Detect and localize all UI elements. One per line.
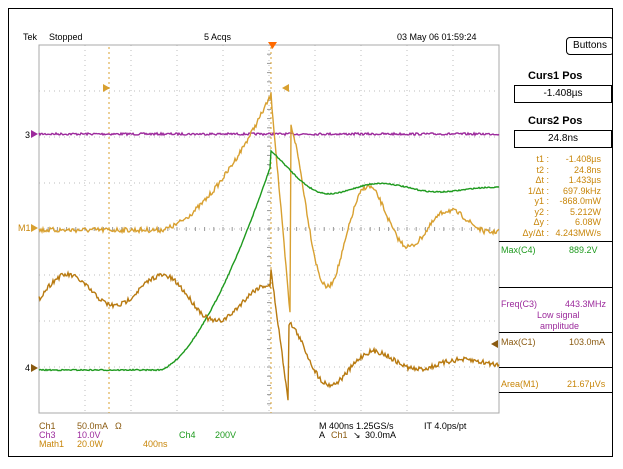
readout-label: 1/Δt :	[527, 185, 549, 196]
scope-screen: Tek Stopped 5 Acqs 03 May 06 01:59:24 Bu…	[8, 8, 613, 457]
math1-trace	[38, 92, 500, 313]
readout-row: t1 : -1.408µs	[505, 154, 601, 165]
trigger-source[interactable]: Ch1	[331, 430, 348, 440]
ch3-marker-label: 3	[25, 130, 31, 140]
ch4-scale[interactable]: 200V	[215, 430, 237, 440]
math1-timescale: 400ns	[143, 439, 168, 449]
readout-row: 1/Δt : 697.9kHz	[505, 186, 601, 197]
cursor-1-handle[interactable]	[103, 84, 110, 92]
math1-scale[interactable]: 20.0W	[77, 439, 104, 449]
readout-value: 6.08W	[574, 217, 601, 227]
date-time: 03 May 06 01:59:24	[397, 32, 477, 42]
max-c1-label: Max(C1)	[501, 337, 536, 347]
measure-divider	[499, 367, 612, 368]
readout-row: Δy : 6.08W	[505, 217, 601, 228]
curs2-position-field[interactable]: 24.8ns	[514, 130, 612, 148]
ch3-ground-marker[interactable]	[31, 130, 38, 138]
freq-c3-note: amplitude	[540, 321, 580, 331]
ch3-trace	[38, 131, 500, 137]
readout-label: Δy/Δt :	[522, 227, 549, 238]
readout-value: 697.9kHz	[562, 185, 601, 196]
readout-value: 24.8ns	[573, 164, 601, 175]
readout-label: y2 :	[534, 206, 549, 217]
readout-value: 1.433µs	[568, 175, 601, 185]
cursor-readout: t1 : -1.408µs t2 : 24.8ns Δt : 1.433µs 1/Δt : 6…	[505, 154, 601, 238]
trigger-level-marker[interactable]	[491, 340, 498, 348]
curs2-title: Curs2 Pos	[528, 115, 583, 127]
measure-divider	[499, 287, 612, 288]
ch4-ground-marker[interactable]	[31, 364, 38, 372]
readout-value: -868.0mW	[559, 196, 601, 206]
curs1-position-field[interactable]: -1.408µs	[514, 85, 612, 103]
readout-row: y1 : -868.0mW	[505, 196, 601, 207]
freq-c3-label: Freq(C3)	[501, 299, 538, 309]
ch4-marker-label: 4	[25, 363, 31, 373]
area-m1-value: 21.67µVs	[567, 379, 606, 389]
readout-row: Δy/Δt : 4.243MW/s	[505, 228, 601, 239]
readout-value: -1.408µs	[565, 154, 601, 164]
ch3-scale[interactable]: 10.0V	[77, 430, 101, 440]
record-readout: IT 4.0ps/pt	[424, 421, 467, 431]
measure-divider	[499, 241, 612, 242]
ch4-label[interactable]: Ch4	[179, 430, 196, 440]
ch1-label[interactable]: Ch1	[39, 421, 56, 431]
area-m1-label: Area(M1)	[501, 379, 539, 389]
acquisition-count: 5 Acqs	[204, 32, 232, 42]
graticule	[38, 44, 500, 414]
waveform-display	[31, 42, 500, 414]
curs1-title: Curs1 Pos	[528, 70, 583, 82]
max-c4-label: Max(C4)	[501, 245, 536, 255]
math1-ground-marker[interactable]	[31, 224, 38, 232]
readout-row: y2 : 5.212W	[505, 207, 601, 218]
acquisition-state: Stopped	[49, 32, 83, 42]
cursor-2-handle[interactable]	[282, 84, 289, 92]
max-c1-value: 103.0mA	[569, 337, 606, 347]
readout-row: t2 : 24.8ns	[505, 165, 601, 176]
math1-marker-label: M1	[18, 223, 31, 233]
timebase-readout[interactable]: M 400ns 1.25GS/s	[319, 421, 394, 431]
ch1-termination: Ω	[115, 421, 122, 431]
readout-row: Δt : 1.433µs	[505, 175, 601, 186]
trigger-type: A	[319, 430, 326, 440]
freq-c3-note: Low signal	[537, 310, 580, 320]
readout-label: Δy :	[533, 217, 549, 227]
readout-value: 4.243MW/s	[555, 227, 601, 238]
buttons-button[interactable]: Buttons	[566, 37, 612, 55]
ch3-label[interactable]: Ch3	[39, 430, 56, 440]
readout-label: Δt :	[535, 175, 549, 185]
readout-label: t1 :	[536, 154, 549, 164]
trigger-level[interactable]: 30.0mA	[365, 430, 397, 440]
measure-divider	[499, 332, 612, 333]
trigger-position-marker[interactable]	[268, 42, 277, 49]
freq-c3-value: 443.3MHz	[565, 299, 607, 309]
ch1-scale[interactable]: 50.0mA	[77, 421, 109, 431]
ch1-trace	[38, 269, 500, 401]
max-c4-value: 889.2V	[569, 245, 598, 255]
readout-value: 5.212W	[569, 206, 601, 217]
readout-label: y1 :	[534, 196, 549, 206]
ch4-trace	[38, 149, 500, 372]
trigger-slope-icon: ↘	[353, 430, 361, 440]
readout-label: t2 :	[536, 164, 549, 175]
brand-label: Tek	[23, 32, 38, 42]
measure-divider	[499, 392, 612, 393]
math1-label[interactable]: Math1	[39, 439, 65, 449]
